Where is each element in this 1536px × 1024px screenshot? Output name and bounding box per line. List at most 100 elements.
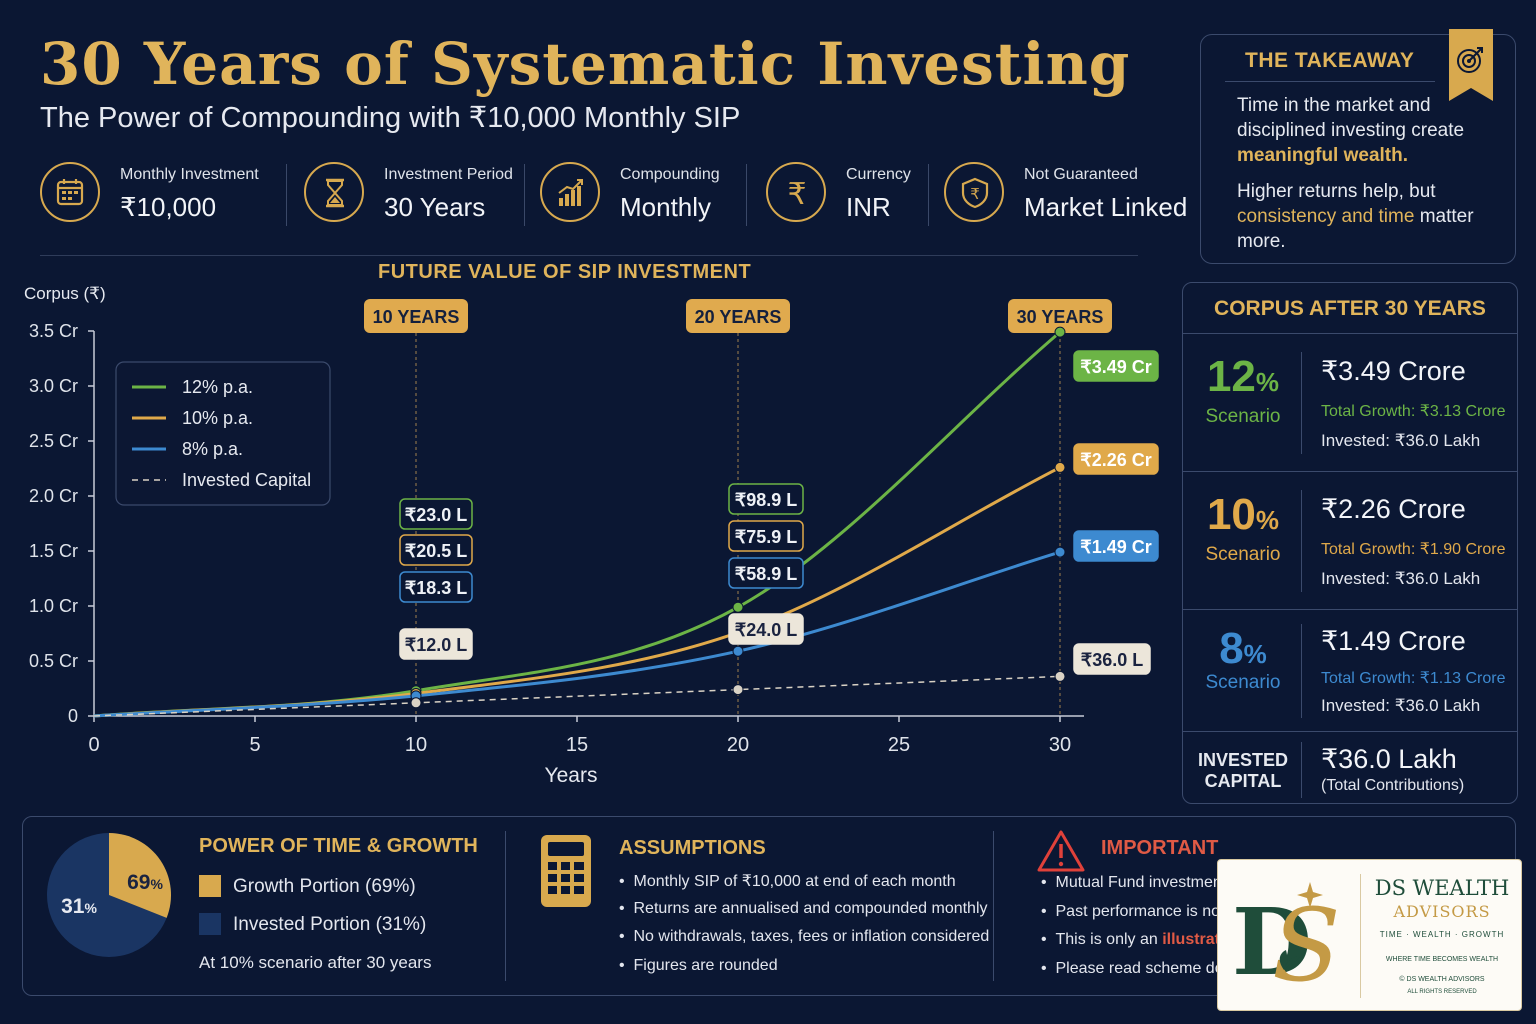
header-divider (40, 255, 1138, 256)
scenario-percent: 12% (1206, 352, 1280, 401)
invested-amount: Invested: ₹36.0 Lakh (1321, 569, 1481, 588)
scenario-label: Scenario (1205, 406, 1281, 427)
divider (1301, 624, 1302, 718)
stat-investment-period: Investment Period 30 Years (304, 162, 524, 228)
corpus-amount: ₹2.26 Crore (1321, 494, 1466, 524)
legend-swatch-invested (199, 913, 221, 935)
series-line-4 (93, 675, 1061, 717)
scenario-percent: 10% (1206, 490, 1280, 539)
y-tick-label: 2.0 Cr (29, 486, 78, 506)
growth-bars-icon (540, 162, 600, 222)
total-growth: Total Growth: ₹1.13 Crore (1321, 670, 1506, 687)
ds-monogram-logo: D S (1232, 882, 1341, 994)
data-point (1054, 670, 1066, 682)
brand-tagline: TIME · WEALTH · GROWTH (1379, 930, 1505, 939)
data-label: ₹23.0 L (405, 505, 467, 525)
data-label: ₹12.0 L (405, 635, 467, 655)
y-tick-label: 3.0 Cr (29, 376, 78, 396)
stat-monthly-investment: Monthly Investment ₹10,000 (40, 162, 280, 228)
x-tick-label: 20 (727, 734, 749, 756)
assumption-item: • Figures are rounded (619, 957, 778, 974)
data-label-box (399, 534, 473, 566)
data-label: ₹20.5 L (405, 541, 467, 561)
legend-label: 8% p.a. (182, 439, 243, 459)
target-icon (1457, 47, 1483, 73)
data-label-box (728, 613, 804, 645)
pie-label-invested: 31% (61, 895, 97, 918)
legend-box (115, 361, 331, 506)
scenario-percent: 8% (1219, 624, 1267, 673)
divider (993, 831, 994, 981)
calculator-icon (541, 835, 591, 907)
stat-label: Not Guaranteed (1024, 166, 1138, 183)
data-label-box (728, 557, 804, 589)
x-tick-label: 10 (405, 734, 427, 756)
power-note: At 10% scenario after 30 years (199, 953, 432, 972)
milestone-label: 10 YEARS (373, 307, 460, 327)
stat-value: Monthly (620, 192, 712, 222)
y-tick-label: 1.5 Cr (29, 541, 78, 561)
svg-text:D: D (1232, 888, 1312, 994)
invested-amount: Invested: ₹36.0 Lakh (1321, 431, 1481, 450)
data-label: ₹75.9 L (735, 527, 797, 547)
stat-label: Monthly Investment (120, 166, 259, 183)
stat-value: INR (846, 192, 891, 222)
series-line-3 (93, 550, 1061, 718)
divider (1301, 742, 1302, 798)
total-growth: Total Growth: ₹1.90 Crore (1321, 541, 1506, 558)
data-label: ₹3.49 Cr (1080, 357, 1152, 377)
takeaway-heading: THE TAKEAWAY (1245, 49, 1415, 72)
assumption-item: • No withdrawals, taxes, fees or inflati… (619, 928, 990, 945)
corpus-heading: CORPUS AFTER 30 YEARS (1214, 297, 1486, 320)
x-tick-label: 25 (888, 734, 910, 756)
stat-label: Currency (846, 166, 911, 183)
data-label: ₹18.3 L (405, 578, 467, 598)
corpus-panel: CORPUS AFTER 30 YEARS 12% Scenario ₹3.49… (1182, 282, 1518, 804)
x-tick-label: 30 (1049, 734, 1071, 756)
brand-rights: ALL RIGHTS RESERVED (1407, 989, 1477, 995)
pie-slice-growth (109, 833, 171, 918)
y-tick-label: 2.5 Cr (29, 431, 78, 451)
invested-capital-label: INVESTED CAPITAL (1197, 750, 1289, 791)
milestone-badge (364, 299, 468, 333)
data-label-box (728, 520, 804, 552)
data-label: ₹24.0 L (735, 620, 797, 640)
data-label: ₹1.49 Cr (1080, 537, 1152, 557)
milestone-badge (686, 299, 790, 333)
brand-copyright: © DS WEALTH ADVISORS (1399, 976, 1485, 983)
corpus-row-10: 10% Scenario ₹2.26 Crore Total Growth: ₹… (1183, 471, 1517, 610)
corpus-amount: ₹1.49 Crore (1321, 626, 1466, 656)
milestone-label: 30 YEARS (1017, 307, 1104, 327)
svg-text:₹: ₹ (970, 185, 980, 203)
assumptions-heading: ASSUMPTIONS (619, 837, 766, 859)
stat-compounding: Compounding Monthly (540, 162, 740, 228)
stat-currency: ₹ Currency INR (766, 162, 926, 228)
data-point (1054, 546, 1066, 558)
legend-label: 10% p.a. (182, 408, 253, 428)
data-label: ₹98.9 L (735, 490, 797, 510)
x-tick-label: 15 (566, 734, 588, 756)
legend-growth: Growth Portion (69%) (233, 876, 416, 897)
data-label: ₹36.0 L (1081, 650, 1143, 670)
invested-capital-note: (Total Contributions) (1321, 777, 1465, 794)
stat-value: Market Linked (1024, 192, 1188, 222)
data-label-box (728, 483, 804, 515)
power-heading: POWER OF TIME & GROWTH (199, 835, 478, 857)
assumption-item: • Returns are annualised and compounded … (619, 900, 988, 917)
brand-logo-card: D S DS WEALTH ADVISORS TIME · WEALTH · G… (1217, 859, 1522, 1011)
pie-label-growth: 69% (127, 871, 163, 894)
brand-slogan: WHERE TIME BECOMES WEALTH (1385, 956, 1499, 963)
scenario-label: Scenario (1205, 672, 1281, 693)
brand-subname: ADVISORS (1393, 902, 1491, 921)
svg-text:S: S (1272, 887, 1341, 994)
important-heading: IMPORTANT (1101, 837, 1219, 859)
milestone-badge (1008, 299, 1112, 333)
invested-amount: Invested: ₹36.0 Lakh (1321, 696, 1481, 715)
stat-market-linked: ₹ Not Guaranteed Market Linked (944, 162, 1187, 228)
corpus-row-8: 8% Scenario ₹1.49 Crore Total Growth: ₹1… (1183, 609, 1517, 732)
divider (928, 164, 929, 226)
brand-name: DS WEALTH (1374, 876, 1510, 900)
stat-label: Investment Period (384, 166, 513, 183)
divider (505, 831, 506, 981)
scenario-label: Scenario (1205, 544, 1281, 565)
